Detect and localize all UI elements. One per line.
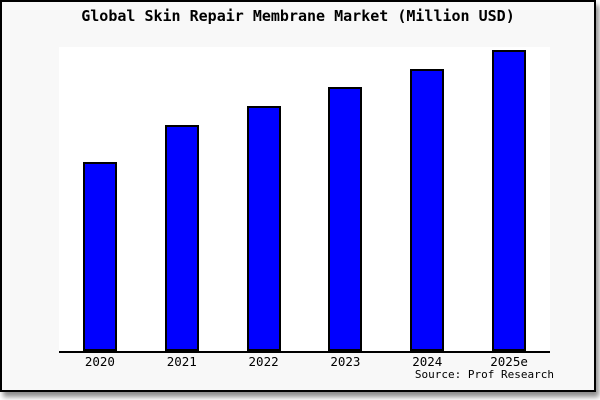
x-tick-label-2025e: 2025e (490, 354, 528, 369)
x-tick-label-2020: 2020 (84, 354, 115, 369)
bar-2020 (82, 162, 117, 351)
bar-2023 (328, 87, 363, 351)
bar-2025e (492, 50, 527, 351)
chart-title: Global Skin Repair Membrane Market (Mill… (81, 7, 515, 25)
chart-card: Global Skin Repair Membrane Market (Mill… (0, 0, 596, 392)
plot-area (59, 47, 550, 353)
x-tick-label-2021: 2021 (166, 354, 197, 369)
bar-2022 (246, 106, 281, 351)
x-tick-label-2022: 2022 (248, 354, 279, 369)
bar-2021 (164, 125, 199, 351)
x-tick-label-2024: 2024 (412, 354, 443, 369)
source-note: Source: Prof Research (414, 368, 554, 381)
bar-2024 (410, 69, 445, 351)
x-axis-labels: 2020 2021 2022 2023 2024 2025e (59, 354, 550, 370)
x-tick-label-2023: 2023 (330, 354, 361, 369)
